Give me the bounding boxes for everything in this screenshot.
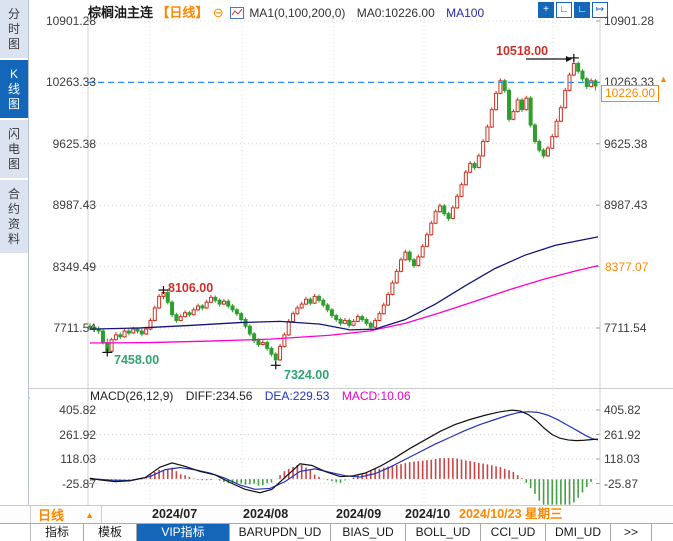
period-selector[interactable]: 日线 ▲ <box>30 506 102 523</box>
axis-tick-label: 405.82 <box>604 403 641 417</box>
indicator-tab-vip[interactable]: VIP指标 <box>137 524 230 541</box>
current-date-label: 2024/10/23 星期三 <box>455 506 567 523</box>
instrument-title: 棕榈油主连 <box>88 5 154 20</box>
chart-toolbar: + ∟ ∟ ↦ <box>538 2 608 18</box>
tab-bar-empty <box>652 524 673 541</box>
axis-tick-label: -25.87 <box>604 476 639 491</box>
macd-header: MACD(26,12,9) DIFF:234.56 DEA:229.53 MAC… <box>90 389 411 403</box>
axis-tick-label: 9625.38 <box>52 136 96 151</box>
indicator-tab-[interactable]: 模板 <box>84 524 137 541</box>
annotation-high: 10518.00 <box>496 44 549 58</box>
date-tick-label: 2024/07 <box>152 507 198 521</box>
sidebar-item-3[interactable]: 合约资料 <box>0 180 28 255</box>
pan-move-icon[interactable]: + <box>538 2 554 18</box>
axis-tick-label: 10901.28 <box>45 14 96 28</box>
axis-tick-label: 118.03 <box>60 451 96 466</box>
period-tag[interactable]: 【日线】 <box>156 5 209 20</box>
axis-zoom-in-icon[interactable]: ∟ <box>574 2 590 18</box>
sidebar-item-2[interactable]: 闪电图 <box>0 120 28 180</box>
indicator-tab-boll_ud[interactable]: BOLL_UD <box>406 524 481 541</box>
annotation-low-sep: 7324.00 <box>284 368 330 382</box>
axis-tick-label: 10263.33 <box>45 75 96 90</box>
axis-tick-label: 10901.28 <box>604 14 655 28</box>
indicator-tab-[interactable]: 指标 <box>31 524 84 541</box>
indicator-tab-bar: 指标 模板 VIP指标 BARUPDN_UD BIAS_UD BOLL_UD CCI_UD D… <box>0 523 673 541</box>
axis-tick-label: 405.82 <box>59 403 96 417</box>
ma-value-badge: 8377.07 <box>603 260 651 274</box>
axis-tick-label: 261.92 <box>59 427 96 442</box>
axis-tick-label: 7711.54 <box>53 321 97 335</box>
period-selector-label: 日线 <box>38 508 65 523</box>
axis-tick-label: -25.87 <box>61 476 96 491</box>
axis-tick-label: 261.92 <box>604 427 641 442</box>
annotation-swing-high: 8106.00 <box>168 281 214 295</box>
axis-tick-label: 9625.38 <box>604 136 648 151</box>
indicator-tab-barupdn_ud[interactable]: BARUPDN_UD <box>230 524 331 541</box>
indicator-tab-cci_ud[interactable]: CCI_UD <box>481 524 546 541</box>
macd-macd-value: MACD:10.06 <box>341 389 411 403</box>
macd-dea-value: DEA:229.53 <box>264 389 330 403</box>
axis-tick-label: 118.03 <box>604 451 640 466</box>
ma0-value-label: MA0:10226.00 <box>356 6 435 20</box>
indicator-tab-[interactable]: >> <box>611 524 652 541</box>
ma-settings-label: MA1(0,100,200,0) <box>249 6 346 20</box>
annotation-low-july: 7458.00 <box>114 353 160 367</box>
axis-zoom-out-icon[interactable]: ∟ <box>556 2 572 18</box>
jump-latest-icon[interactable]: ↦ <box>592 2 608 18</box>
ma100-label: MA100 <box>446 6 485 20</box>
indicator-tab-dmi_ud[interactable]: DMI_UD <box>546 524 611 541</box>
macd-diff-value: DIFF:234.56 <box>185 389 253 403</box>
date-tick-label: 2024/09 <box>336 507 382 521</box>
axis-tick-label: 8987.43 <box>52 198 96 213</box>
line-chart-icon <box>229 7 244 22</box>
last-price-badge: 10226.00 <box>601 85 660 102</box>
axis-scroll-up-icon[interactable]: ▲ <box>659 74 668 84</box>
sidebar-item-0[interactable]: 分时图 <box>0 0 28 60</box>
collapse-icon[interactable]: ⊖ <box>212 5 224 20</box>
macd-title: MACD(26,12,9) <box>90 389 174 403</box>
tab-spacer <box>0 524 31 541</box>
axis-tick-label: 7711.54 <box>604 321 647 335</box>
indicator-tab-bias_ud[interactable]: BIAS_UD <box>331 524 406 541</box>
axis-tick-label: 8987.43 <box>604 198 648 213</box>
date-axis-row: 日线 ▲ 2024/07 2024/08 2024/09 2024/10 2024/1… <box>0 505 673 524</box>
date-tick-label: 2024/08 <box>243 507 289 521</box>
date-tick-label: 2024/10 <box>405 507 451 521</box>
period-up-arrow-icon: ▲ <box>85 509 94 520</box>
axis-tick-label: 8349.49 <box>52 259 96 274</box>
chart-header: 棕榈油主连 【日线】 ⊖ MA1(0,100,200,0) MA0:10226.… <box>88 2 485 20</box>
